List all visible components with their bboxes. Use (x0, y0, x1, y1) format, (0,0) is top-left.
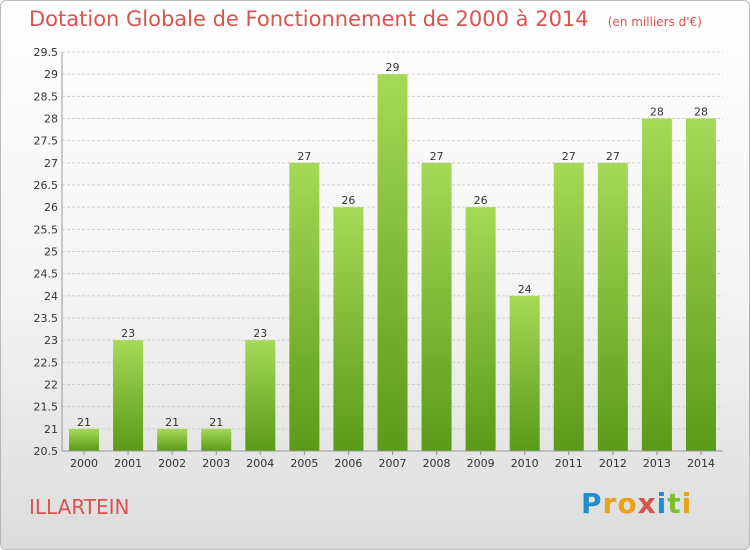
commune-name: ILLARTEIN (29, 495, 130, 519)
y-tick-label: 25.5 (34, 223, 59, 236)
x-tick-label: 2006 (334, 457, 362, 470)
bar-value-label: 21 (165, 416, 179, 429)
bar (113, 340, 144, 451)
bar-value-label: 24 (518, 283, 532, 296)
bar (509, 295, 540, 451)
bar (289, 162, 320, 452)
y-tick-label: 29.5 (34, 46, 59, 59)
x-tick-label: 2003 (202, 457, 230, 470)
chart-title: Dotation Globale de Fonctionnement de 20… (29, 7, 589, 31)
x-tick-label: 2004 (246, 457, 274, 470)
logo-letter: t (667, 487, 682, 520)
x-tick-label: 2000 (70, 457, 98, 470)
y-tick-label: 21 (44, 423, 58, 436)
bar (69, 428, 100, 451)
y-tick-label: 22 (44, 379, 58, 392)
y-tick-label: 26 (44, 201, 58, 214)
bar-value-label: 27 (297, 150, 311, 163)
x-tick-label: 2007 (379, 457, 407, 470)
proxiti-logo: Proxiti (581, 487, 692, 520)
y-tick-label: 20.5 (34, 445, 59, 458)
logo-letter: x (637, 487, 657, 520)
y-tick-label: 24 (44, 290, 58, 303)
logo-letter: o (617, 487, 638, 520)
y-tick-label: 21.5 (34, 401, 59, 414)
y-tick-label: 22.5 (34, 356, 59, 369)
bar (245, 340, 276, 451)
bar (685, 118, 716, 451)
y-tick-label: 23.5 (34, 312, 59, 325)
y-tick-label: 27.5 (34, 135, 59, 148)
y-tick-label: 25 (44, 246, 58, 259)
bar-value-label: 27 (562, 150, 576, 163)
bar-layer: 21 23 21 21 23 27 26 29 27 26 24 27 27 28 28 (69, 61, 716, 452)
bar-value-label: 28 (694, 106, 708, 119)
bar-value-label: 26 (341, 194, 355, 207)
chart-unit: (en milliers d'€) (607, 15, 702, 29)
bar (157, 428, 188, 451)
x-tick-label: 2013 (643, 457, 671, 470)
bar (333, 207, 364, 451)
bar-value-label: 21 (77, 416, 91, 429)
bar (641, 118, 672, 451)
x-tick-label: 2012 (599, 457, 627, 470)
x-tick-label: 2009 (467, 457, 495, 470)
y-tick-label: 26.5 (34, 179, 59, 192)
y-tick-label: 29 (44, 68, 58, 81)
bar (377, 74, 408, 452)
bar-value-label: 21 (209, 416, 223, 429)
bar-value-label: 29 (386, 61, 400, 74)
bar-value-label: 27 (430, 150, 444, 163)
bar-value-label: 28 (650, 106, 664, 119)
y-tick-label: 27 (44, 157, 58, 170)
x-tick-label: 2008 (423, 457, 451, 470)
logo-letter: r (602, 487, 618, 520)
x-tick-label: 2014 (687, 457, 715, 470)
y-tick-label: 28 (44, 113, 58, 126)
bar (597, 162, 628, 452)
logo-letter: i (681, 487, 693, 520)
y-tick-label: 28.5 (34, 90, 59, 103)
bar (553, 162, 584, 452)
logo-letter: P (581, 487, 603, 520)
x-tick-label: 2005 (290, 457, 318, 470)
bar-value-label: 26 (474, 194, 488, 207)
y-tick-label: 23 (44, 334, 58, 347)
x-tick-label: 2010 (511, 457, 539, 470)
bar (421, 162, 452, 452)
bar-value-label: 27 (606, 150, 620, 163)
bar-value-label: 23 (121, 327, 135, 340)
x-tick-label: 2001 (114, 457, 142, 470)
bar-value-label: 23 (253, 327, 267, 340)
chart-title-block: Dotation Globale de Fonctionnement de 20… (29, 7, 702, 31)
logo-letter: i (656, 487, 668, 520)
bar (201, 428, 232, 451)
bar (465, 207, 496, 451)
x-tick-label: 2002 (158, 457, 186, 470)
x-tick-label: 2011 (555, 457, 583, 470)
y-tick-label: 24.5 (34, 268, 59, 281)
axis-layer: 20.5 21 21.5 22 22.5 23 23.5 24 24.5 25 25.5 26 26.5… (34, 46, 723, 470)
